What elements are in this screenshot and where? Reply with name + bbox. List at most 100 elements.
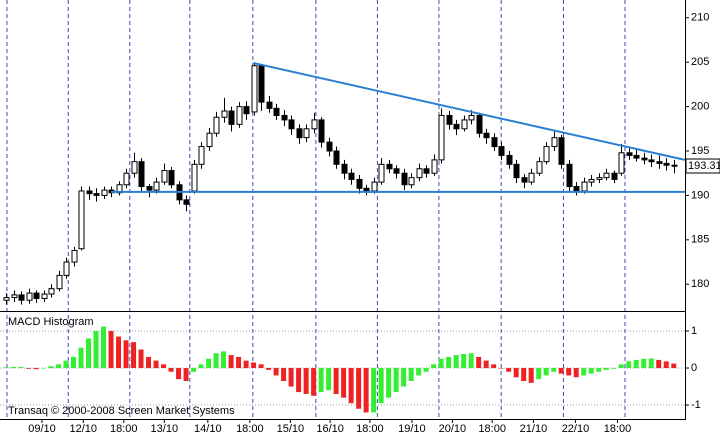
macd-bar xyxy=(371,368,377,413)
macd-bar xyxy=(273,368,279,376)
candle-body xyxy=(506,154,513,165)
candle-body xyxy=(641,157,648,161)
candle-body xyxy=(626,152,633,156)
candle-body xyxy=(318,119,325,143)
candle-body xyxy=(101,189,108,196)
macd-bar xyxy=(311,368,317,396)
candle-body xyxy=(543,146,550,163)
macd-bar xyxy=(356,368,362,409)
candle-body xyxy=(438,114,445,161)
candle-body xyxy=(153,181,160,191)
macd-bar xyxy=(108,331,114,369)
macd-bar xyxy=(288,368,294,387)
candle-body xyxy=(18,294,25,301)
x-tick-label: 18:00 xyxy=(356,423,384,435)
macd-bar xyxy=(498,368,504,369)
candle-body xyxy=(468,114,475,121)
candle-body xyxy=(228,110,235,125)
candle-body xyxy=(483,132,490,139)
macd-bar xyxy=(213,353,219,369)
macd-bar xyxy=(446,356,452,369)
candle-body xyxy=(393,168,400,174)
candle-body xyxy=(513,163,520,179)
candle-body xyxy=(33,292,40,299)
macd-bar xyxy=(393,368,399,393)
y-tick-label: 200 xyxy=(691,100,709,112)
macd-bar xyxy=(63,360,69,369)
candle-body xyxy=(656,161,663,164)
last-price-label: 193.31 xyxy=(688,160,720,172)
macd-bar xyxy=(198,364,204,369)
candle-body xyxy=(243,106,250,115)
y-tick-label: 190 xyxy=(691,189,709,201)
candle-body xyxy=(123,172,130,186)
candle-body xyxy=(63,261,70,276)
candle-body xyxy=(56,274,63,290)
candle-body xyxy=(236,106,243,125)
macd-bar xyxy=(161,364,167,369)
macd-bar xyxy=(123,340,129,369)
macd-bar xyxy=(461,353,467,369)
macd-bar xyxy=(401,368,407,387)
labels-layer: 180 185 190 195 200 205 210 -1 0 1 09/10 12/10 18:00… xyxy=(28,12,720,435)
y-tick-label: 1 xyxy=(691,325,697,337)
candle-body xyxy=(311,119,318,130)
macd-bar xyxy=(476,356,482,369)
macd-bar xyxy=(93,331,99,369)
macd-bar xyxy=(506,368,512,372)
macd-bar xyxy=(378,368,384,404)
candle-body xyxy=(566,163,573,188)
macd-bar xyxy=(611,368,617,369)
candle-body xyxy=(86,190,93,195)
x-tick-label: 12/10 xyxy=(70,423,98,435)
candle-body xyxy=(326,141,333,152)
candle-body xyxy=(633,154,640,159)
candle-body xyxy=(258,65,265,103)
candle-body xyxy=(498,146,505,156)
macd-bar xyxy=(11,366,17,369)
macd-bar xyxy=(453,355,459,369)
macd-bar xyxy=(258,364,264,369)
macd-bar xyxy=(386,368,392,398)
macd-bar xyxy=(296,368,302,393)
y-tick-label: 180 xyxy=(691,278,709,290)
macd-bar xyxy=(18,366,24,369)
macd-bar xyxy=(528,368,534,383)
macd-bar xyxy=(633,359,639,369)
candle-body xyxy=(11,294,18,299)
candle-body xyxy=(281,114,288,121)
candle-body xyxy=(386,163,393,170)
macd-bar xyxy=(26,368,32,369)
macd-bar xyxy=(251,362,257,369)
candle-body xyxy=(416,168,423,179)
x-tick-label: 20/10 xyxy=(439,423,467,435)
macd-bar xyxy=(318,368,324,393)
x-tick-label: 13/10 xyxy=(151,423,179,435)
macd-bar xyxy=(641,358,647,369)
y-tick-label: 195 xyxy=(691,145,709,157)
y-tick-label: 0 xyxy=(691,362,697,374)
candle-body xyxy=(251,65,258,113)
x-tick-label: 21/10 xyxy=(520,423,548,435)
candle-body xyxy=(206,132,213,148)
macd-bar xyxy=(71,356,77,369)
macd-bar xyxy=(341,368,347,398)
candle-body xyxy=(423,168,430,174)
macd-bar xyxy=(648,358,654,369)
macd-bar xyxy=(363,368,369,413)
macd-bar xyxy=(326,368,332,391)
x-tick-label: 18:00 xyxy=(110,423,138,435)
macd-bar xyxy=(41,368,47,369)
macd-bar xyxy=(626,361,632,369)
macd-bar xyxy=(176,368,182,380)
candle-body xyxy=(558,137,565,165)
candle-body xyxy=(356,178,363,189)
macd-bar xyxy=(206,358,212,369)
candle-body xyxy=(408,177,415,186)
candle-body xyxy=(3,297,10,301)
candle-body xyxy=(303,128,310,139)
candle-body xyxy=(663,162,670,166)
candle-body xyxy=(521,177,528,183)
x-tick-label: 15/10 xyxy=(277,423,305,435)
